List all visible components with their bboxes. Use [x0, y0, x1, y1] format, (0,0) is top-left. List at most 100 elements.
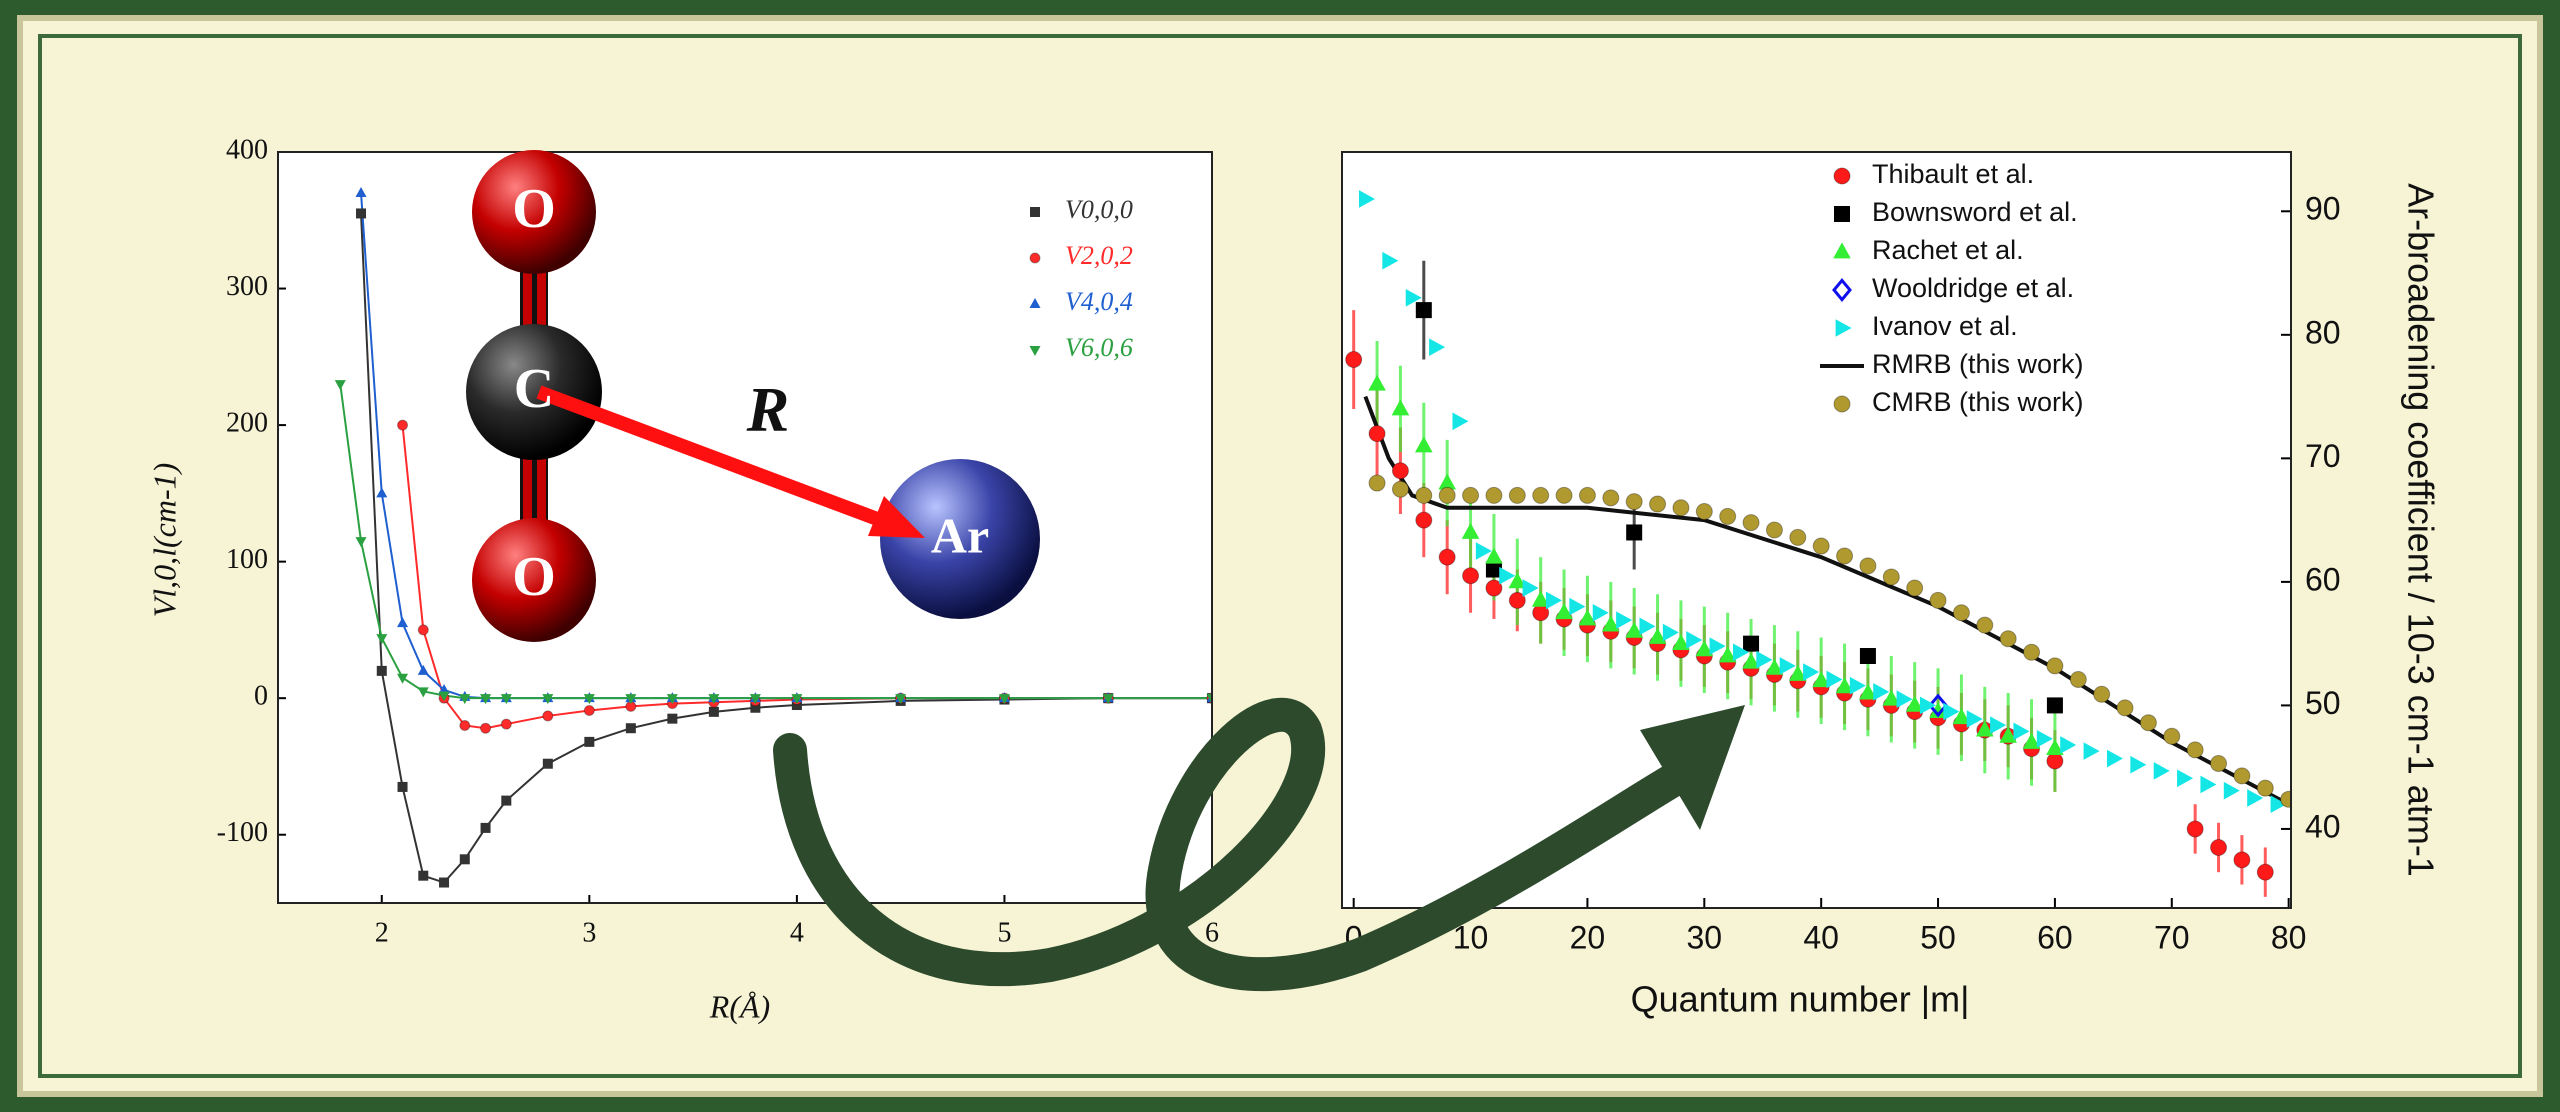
marker — [1779, 657, 1796, 675]
marker — [791, 694, 803, 705]
marker — [1391, 399, 1410, 416]
legend-marker — [1833, 242, 1851, 259]
y-tick-label: 40 — [2305, 808, 2341, 844]
marker — [1873, 683, 1890, 701]
marker — [1882, 689, 1901, 706]
y-tick-label: 80 — [2305, 314, 2341, 350]
marker — [418, 870, 429, 881]
marker — [1626, 524, 1643, 541]
marker — [2177, 769, 2194, 788]
plot-area — [1342, 152, 2291, 908]
marker — [1812, 671, 1830, 688]
marker — [1578, 609, 1597, 626]
y-tick-label: 300 — [226, 271, 268, 302]
marker — [1929, 591, 1947, 609]
marker — [1756, 650, 1773, 669]
legend-label: Wooldridge et al. — [1872, 273, 2074, 303]
y-tick-label: 100 — [226, 544, 268, 575]
y-tick-label: 70 — [2305, 438, 2341, 474]
marker — [480, 722, 492, 734]
marker — [334, 380, 346, 391]
oxygen-atom — [472, 518, 596, 642]
y-tick-label: 0 — [254, 681, 268, 712]
marker — [1672, 499, 1690, 517]
marker — [355, 537, 367, 548]
marker — [2186, 820, 2204, 838]
y-tick-label: 50 — [2305, 685, 2341, 721]
marker — [1508, 486, 1526, 504]
marker — [417, 687, 429, 698]
y-tick-label: 90 — [2305, 191, 2341, 227]
y-axis-label: Vl,0,l(cm-1) — [146, 463, 182, 618]
marker — [1905, 695, 1924, 712]
marker — [438, 691, 450, 702]
marker — [1789, 528, 1807, 546]
marker — [376, 634, 388, 645]
marker — [1859, 557, 1877, 575]
r-arrowhead — [868, 496, 925, 538]
marker — [1835, 677, 1854, 694]
x-tick-label: 60 — [2037, 919, 2073, 955]
marker — [2069, 670, 2087, 688]
y-axis-label: Ar-broadening coefficient / 10-3 cm-1 at… — [2400, 183, 2441, 877]
marker — [2116, 699, 2134, 717]
marker — [480, 822, 491, 833]
atom-label: O — [512, 178, 556, 240]
y-tick-label: 400 — [226, 134, 268, 165]
marker — [1836, 547, 1854, 565]
legend-label: RMRB (this work) — [1872, 349, 2084, 379]
legend-label: V6,0,6 — [1065, 333, 1133, 362]
molecule: O C O R Ar — [466, 150, 1040, 642]
marker — [2153, 762, 2170, 780]
marker — [397, 617, 409, 628]
marker — [1789, 664, 1807, 681]
legend-label: Ivanov et al. — [1872, 311, 2018, 341]
marker — [1555, 603, 1573, 620]
legend-marker — [1030, 207, 1040, 217]
swirl — [773, 697, 1707, 992]
marker — [1545, 591, 1562, 610]
marker — [1896, 690, 1913, 709]
chart: 2 3 4 5 6 -100 0 100 200 300 400 V0,0,0 V2,0,2 V4,0,4… — [146, 134, 1219, 1024]
marker — [1649, 495, 1667, 513]
marker — [1508, 572, 1527, 589]
x-tick-label: 50 — [1920, 919, 1956, 955]
marker — [1919, 696, 1936, 715]
marker — [1391, 480, 1409, 498]
marker — [1966, 710, 1983, 728]
marker — [1743, 635, 1760, 652]
marker — [1532, 486, 1550, 504]
x-tick-label: 80 — [2271, 919, 2307, 955]
marker — [1975, 720, 1994, 737]
marker — [1522, 579, 1539, 597]
atom-label: C — [514, 358, 554, 420]
legend-marker — [1834, 206, 1850, 222]
marker — [1578, 486, 1596, 504]
marker — [1206, 694, 1212, 705]
marker — [1686, 631, 1703, 649]
legend-marker — [1029, 252, 1041, 264]
marker — [1928, 693, 1948, 718]
plot-frame — [1341, 151, 2292, 909]
marker — [2022, 732, 2041, 749]
marker — [1415, 436, 1433, 453]
x-tick-label: 5 — [997, 917, 1011, 948]
marker — [1695, 640, 1714, 657]
marker — [1485, 547, 1503, 564]
marker — [2200, 775, 2217, 794]
marker — [1742, 652, 1760, 669]
marker — [459, 694, 471, 705]
marker — [480, 694, 492, 705]
marker — [1508, 591, 1526, 609]
marker — [583, 694, 595, 705]
marker — [1709, 637, 1726, 655]
legend-label: Bownsword et al. — [1872, 197, 2078, 227]
marker — [708, 694, 720, 705]
marker — [1368, 474, 1386, 492]
marker — [1765, 658, 1784, 675]
legend-label: Thibault et al. — [1872, 159, 2034, 189]
atom-label: O — [512, 546, 556, 608]
marker — [1882, 568, 1900, 586]
marker — [1803, 663, 1820, 681]
